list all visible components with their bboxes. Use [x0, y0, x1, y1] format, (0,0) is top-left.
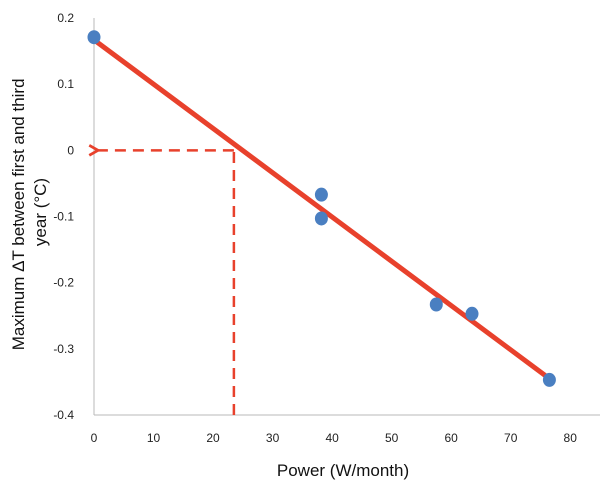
data-point — [314, 211, 328, 226]
data-point — [429, 297, 443, 312]
data-point — [314, 187, 328, 202]
y-tick-label: 0.2 — [57, 11, 74, 25]
data-points — [87, 30, 556, 387]
x-tick-label: 20 — [206, 431, 220, 445]
data-point — [542, 372, 556, 387]
x-tick-label: 0 — [91, 431, 98, 445]
y-tick-label: -0.3 — [53, 342, 74, 356]
y-tick-label: 0 — [67, 143, 74, 157]
y-axis-title-line-1: Maximum ΔT between first and third — [9, 78, 28, 350]
x-tick-label: 70 — [504, 431, 518, 445]
y-axis-title: Maximum ΔT between first and third year … — [9, 74, 50, 351]
x-tick-label: 80 — [564, 431, 578, 445]
y-tick-label: 0.1 — [57, 77, 74, 91]
data-point — [465, 306, 479, 321]
x-axis-title: Power (W/month) — [277, 461, 409, 480]
y-axis-title-line-2: year (°C) — [31, 178, 50, 246]
y-tick-label: -0.4 — [53, 408, 74, 422]
x-tick-label: 40 — [325, 431, 339, 445]
x-tick-label: 50 — [385, 431, 399, 445]
x-axis-ticks: 0 10 20 30 40 50 60 70 80 — [91, 431, 578, 445]
x-tick-label: 30 — [266, 431, 280, 445]
y-axis-ticks: 0.2 0.1 0 -0.1 -0.2 -0.3 -0.4 — [53, 11, 74, 422]
trendline — [91, 37, 552, 382]
y-tick-label: -0.2 — [53, 276, 74, 290]
x-tick-label: 60 — [444, 431, 458, 445]
data-point — [87, 30, 101, 45]
y-tick-label: -0.1 — [53, 210, 74, 224]
x-tick-label: 10 — [147, 431, 161, 445]
